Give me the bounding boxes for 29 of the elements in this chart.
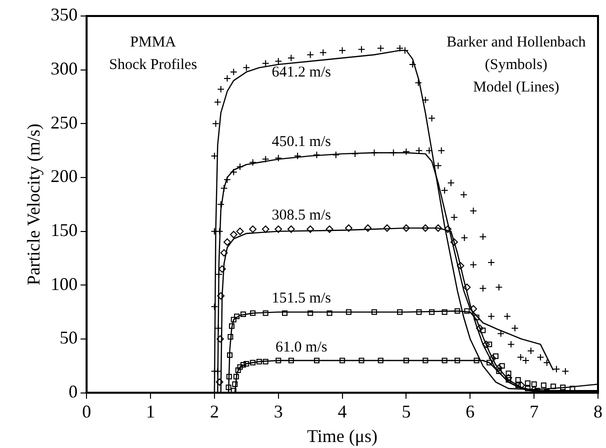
x-tick-label: 6 bbox=[466, 401, 475, 422]
annotation: Shock Profiles bbox=[109, 56, 198, 73]
x-tick-label: 0 bbox=[82, 401, 92, 422]
y-tick-label: 300 bbox=[50, 58, 78, 79]
x-tick-label: 1 bbox=[146, 401, 156, 422]
annotation: 308.5 m/s bbox=[272, 208, 332, 224]
annotation: 151.5 m/s bbox=[272, 290, 332, 307]
y-tick-label: 350 bbox=[50, 4, 78, 25]
y-axis-title: Particle Velocity (m/s) bbox=[24, 124, 44, 286]
x-tick-label: 8 bbox=[594, 401, 602, 422]
annotation: Barker and Hollenbach bbox=[446, 34, 586, 50]
annotation: 61.0 m/s bbox=[276, 340, 328, 356]
y-tick-label: 0 bbox=[68, 382, 78, 402]
annotation: 450.1 m/s bbox=[272, 134, 332, 150]
x-tick-label: 4 bbox=[338, 401, 347, 422]
y-tick-label: 250 bbox=[50, 112, 78, 132]
y-tick-label: 100 bbox=[50, 274, 78, 294]
annotation: PMMA bbox=[130, 34, 176, 50]
y-tick-label: 150 bbox=[50, 220, 78, 240]
y-tick-label: 200 bbox=[50, 166, 78, 186]
x-tick-label: 3 bbox=[274, 401, 283, 422]
x-tick-label: 5 bbox=[402, 401, 411, 422]
annotation: 641.2 m/s bbox=[272, 64, 332, 80]
y-tick-label: 50 bbox=[60, 328, 78, 348]
x-tick-label: 2 bbox=[210, 401, 219, 422]
x-axis-title: Time (μs) bbox=[307, 426, 378, 446]
annotation: (Symbols) bbox=[484, 56, 548, 73]
x-tick-label: 7 bbox=[530, 401, 539, 422]
annotation: Model (Lines) bbox=[473, 80, 560, 96]
